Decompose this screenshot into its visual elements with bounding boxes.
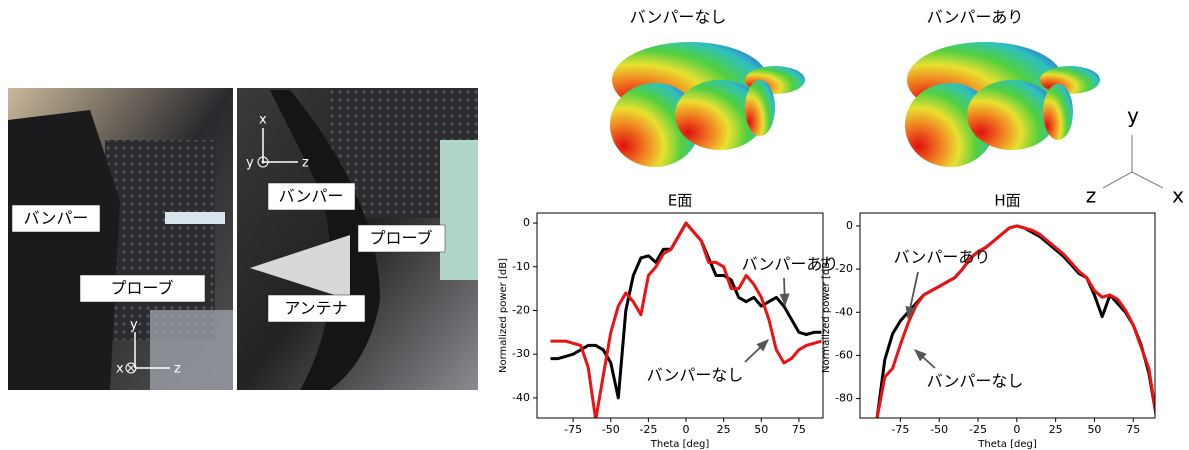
plot-area xyxy=(537,213,823,418)
y-tick-label: -40 xyxy=(512,391,530,404)
axis-label: y xyxy=(1127,104,1139,128)
x-tick-label: 50 xyxy=(1087,423,1101,436)
chart-title: E面 xyxy=(668,192,692,210)
axis-label: x xyxy=(1172,184,1184,208)
x-tick-label: 0 xyxy=(683,423,690,436)
x-tick-label: -75 xyxy=(891,423,909,436)
axis-label: y xyxy=(130,318,138,333)
figure: バンパー プローブ y x z バンパー プローブ アンテナ x y z バンパ… xyxy=(0,0,1189,450)
x-tick-label: -50 xyxy=(602,423,620,436)
photo-label: バンパー xyxy=(279,187,344,206)
axis-label: y xyxy=(246,156,254,171)
y-tick-label: 0 xyxy=(846,219,853,232)
axis-label: z xyxy=(302,156,309,171)
x-tick-label: -50 xyxy=(930,423,948,436)
x-tick-label: -25 xyxy=(639,423,657,436)
annotation-arrow xyxy=(784,278,785,305)
photo-left: バンパー プローブ y x z xyxy=(8,88,233,390)
axis-label: z xyxy=(174,362,181,377)
x-tick-label: 0 xyxy=(1013,423,1020,436)
photo-label: プローブ xyxy=(369,229,432,248)
axis-label: x xyxy=(116,362,124,377)
x-tick-label: 25 xyxy=(1049,423,1063,436)
y-axis-label: Normalized power [dB] xyxy=(821,258,832,373)
annotation: バンパーなし xyxy=(927,372,1024,391)
x-tick-label: 25 xyxy=(717,423,731,436)
y-tick-label: -10 xyxy=(512,260,530,273)
photo-label: プローブ xyxy=(110,279,173,298)
y-tick-label: -80 xyxy=(835,392,853,405)
y-tick-label: -40 xyxy=(835,305,853,318)
y-tick-label: -20 xyxy=(512,303,530,316)
x-axis-label: Theta [deg] xyxy=(650,439,710,450)
pattern-title: バンパーなし xyxy=(630,8,727,27)
annotation: バンパーあり xyxy=(894,248,991,267)
x-tick-label: 75 xyxy=(1126,423,1140,436)
x-tick-label: 50 xyxy=(754,423,768,436)
y-tick-label: -60 xyxy=(835,348,853,361)
y-tick-label: -20 xyxy=(835,262,853,275)
x-tick-label: -75 xyxy=(564,423,582,436)
y-tick-label: -30 xyxy=(512,347,530,360)
y-axis-label: Normalized power [dB] xyxy=(498,258,509,373)
photo-right: バンパー プローブ アンテナ x y z xyxy=(237,88,478,390)
x-axis-label: Theta [deg] xyxy=(977,439,1037,450)
x-tick-label: 75 xyxy=(792,423,806,436)
photo-label: バンパー xyxy=(24,209,89,228)
axis-label: x xyxy=(259,113,267,128)
annotation: バンパーなし xyxy=(647,366,744,385)
pattern-plots: バンパーなし バンパーあり y z x xyxy=(610,8,1184,208)
pattern-title: バンパーあり xyxy=(927,8,1024,27)
chart-title: H面 xyxy=(994,192,1020,210)
y-tick-label: 0 xyxy=(523,216,530,229)
x-tick-label: -25 xyxy=(969,423,987,436)
photo-label: アンテナ xyxy=(284,299,347,318)
axis-label: z xyxy=(1086,184,1097,208)
